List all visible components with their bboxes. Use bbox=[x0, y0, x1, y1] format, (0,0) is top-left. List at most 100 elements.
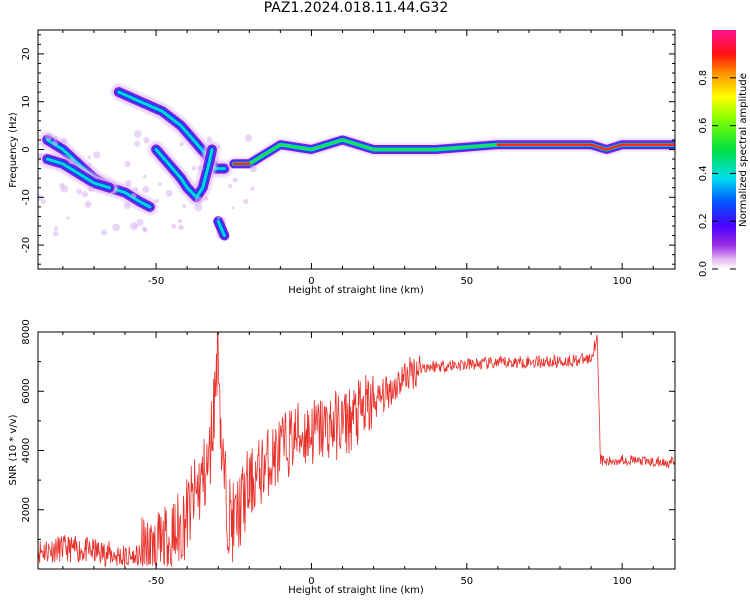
spectrogram-speckle bbox=[44, 132, 53, 141]
spectrogram-speckle bbox=[191, 166, 197, 171]
spectrogram-x-tick-label: 50 bbox=[460, 276, 473, 287]
snr-series-line bbox=[38, 332, 675, 568]
snr-background bbox=[38, 332, 675, 569]
spectrogram-speckle bbox=[52, 140, 59, 147]
snr-y-tick-label: 4000 bbox=[21, 438, 32, 463]
spectrogram-speckle bbox=[142, 185, 150, 193]
spectrogram-x-axis-label: Height of straight line (km) bbox=[288, 285, 424, 296]
snr-y-axis-label: SNR (10 * v/v) bbox=[8, 414, 19, 485]
spectrogram-speckle bbox=[194, 196, 203, 204]
colorbar-tick-label: 0.2 bbox=[698, 213, 709, 229]
spectrogram-speckle bbox=[133, 130, 142, 138]
spectrogram-traces bbox=[38, 84, 675, 244]
spectrogram-speckle bbox=[244, 134, 253, 142]
snr-y-tick-label: 6000 bbox=[21, 379, 32, 404]
colorbar-gradient bbox=[712, 30, 736, 269]
spectrogram-peak-band bbox=[496, 143, 675, 151]
spectrogram-speckle bbox=[88, 186, 94, 192]
spectrogram-speckle bbox=[93, 151, 101, 159]
spectrogram-speckle bbox=[165, 189, 173, 197]
spectrogram-speckle bbox=[179, 142, 184, 147]
snr-panel: -50 0 50 100 2000 4000 6000 8000 Height of str… bbox=[8, 319, 676, 596]
snr-x-axis-label: Height of straight line (km) bbox=[288, 585, 424, 596]
snr-y-tick-label: 8000 bbox=[21, 319, 32, 344]
spectrogram-speckle bbox=[182, 204, 187, 208]
spectrogram-frame bbox=[37, 29, 676, 270]
spectrogram-speckle bbox=[61, 137, 68, 145]
spectrogram-speckle bbox=[171, 223, 177, 229]
spectrogram-speckle bbox=[68, 157, 75, 165]
spectrogram-speckle bbox=[228, 183, 233, 189]
spectrogram-y-tick-label: 20 bbox=[21, 48, 32, 61]
spectrogram-trace-core bbox=[45, 157, 111, 190]
spectrogram-speckle bbox=[231, 206, 235, 210]
spectrogram-y-tick-label: -10 bbox=[21, 189, 32, 205]
spectrogram-speckle bbox=[81, 190, 89, 198]
colorbar-tick-label: 0.0 bbox=[698, 261, 709, 277]
spectrogram-trace-core bbox=[154, 148, 214, 199]
spectrogram-y-tick-label: 10 bbox=[21, 95, 32, 108]
snr-x-tick-label: 0 bbox=[308, 576, 314, 587]
spectrogram-y-tick-label: 0 bbox=[21, 146, 32, 152]
spectrogram-speckle bbox=[84, 200, 92, 208]
spectrogram-speckle bbox=[53, 136, 58, 141]
spectrogram-speckle bbox=[125, 179, 132, 187]
spectrogram-speckle bbox=[243, 198, 249, 204]
spectrogram-speckle bbox=[178, 224, 184, 231]
spectrogram-x-tick-label: -50 bbox=[148, 276, 164, 287]
spectrogram-speckle bbox=[101, 229, 108, 236]
snr-frame bbox=[37, 331, 676, 570]
spectrogram-speckle bbox=[38, 153, 43, 159]
snr-x-tick-label: -50 bbox=[148, 576, 164, 587]
spectrogram-speckle bbox=[133, 187, 139, 192]
snr-x-tick-label: 100 bbox=[613, 576, 632, 587]
spectrogram-speckle bbox=[76, 188, 83, 195]
spectrogram-x-tick-label: 0 bbox=[308, 276, 314, 287]
spectrogram-speckle bbox=[40, 199, 46, 204]
spectrogram-speckle bbox=[217, 216, 221, 220]
spectrogram-speckle bbox=[66, 216, 70, 220]
spectrogram-y-ticks: -20 -10 0 10 20 bbox=[21, 34, 675, 265]
spectrogram-speckle bbox=[123, 202, 131, 210]
spectrogram-speckle bbox=[155, 198, 159, 203]
spectrogram-speckle bbox=[232, 177, 238, 183]
spectrogram-x-tick-label: 100 bbox=[613, 276, 632, 287]
colorbar-tick-label: 0.6 bbox=[698, 118, 709, 134]
spectrogram-speckle bbox=[249, 165, 257, 173]
spectrogram-speckle bbox=[206, 136, 213, 143]
snr-x-tick-label: 50 bbox=[460, 576, 473, 587]
spectrogram-speckle bbox=[197, 165, 204, 172]
spectrogram-speckle bbox=[157, 182, 162, 187]
spectrogram-speckle bbox=[54, 226, 58, 231]
spectrogram-speckle bbox=[52, 230, 59, 237]
spectrogram-speckle bbox=[142, 174, 147, 179]
figure-title: PAZ1.2024.018.11.44.G32 bbox=[263, 0, 449, 16]
spectrogram-speckle bbox=[124, 160, 131, 168]
colorbar-label: Normalized spectral amplitude bbox=[738, 73, 749, 227]
spectrogram-y-tick-label: -20 bbox=[21, 237, 32, 253]
spectrogram-y-axis-label: Frequency (Hz) bbox=[8, 112, 19, 188]
snr-y-tick-label: 2000 bbox=[21, 497, 32, 522]
colorbar: 0.0 0.2 0.4 0.6 0.8 Normalized spectral ampl… bbox=[698, 30, 749, 277]
spectrogram-speckle bbox=[87, 155, 92, 160]
spectrogram-trace-core bbox=[216, 219, 226, 237]
spectrogram-speckle bbox=[203, 196, 209, 201]
spectrogram-speckle bbox=[143, 137, 150, 144]
spectrogram-speckle bbox=[250, 186, 255, 191]
spectrogram-speckle bbox=[194, 203, 203, 212]
spectrogram-speckle bbox=[216, 145, 221, 149]
colorbar-tick-label: 0.8 bbox=[698, 70, 709, 86]
spectrogram-panel: -50 0 50 100 -20 -10 0 10 20 Height of straight… bbox=[8, 29, 676, 296]
spectrogram-speckle bbox=[59, 182, 65, 188]
spectrogram-speckle bbox=[112, 223, 120, 232]
colorbar-ticks: 0.0 0.2 0.4 0.6 0.8 bbox=[698, 70, 736, 277]
spectrogram-speckle bbox=[136, 218, 144, 226]
spectrogram-speckle bbox=[87, 162, 92, 167]
spectrogram-speckle bbox=[129, 222, 138, 231]
spectrogram-speckle bbox=[177, 219, 183, 224]
spectrogram-speckle bbox=[141, 226, 147, 232]
colorbar-tick-label: 0.4 bbox=[698, 165, 709, 181]
spectrogram-speckle bbox=[134, 140, 141, 147]
spectrogram-speckle bbox=[130, 193, 137, 199]
